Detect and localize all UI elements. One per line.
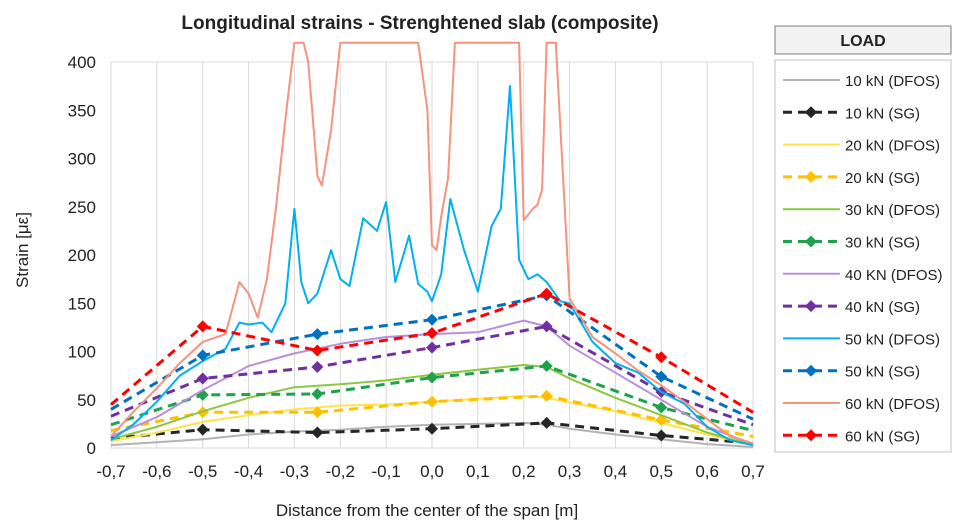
- data-point-5: [655, 401, 668, 414]
- data-point-1: [540, 416, 553, 429]
- x-tick-label: 0,2: [512, 462, 536, 481]
- legend-label: 30 kN (DFOS): [845, 202, 940, 219]
- data-point-3: [311, 406, 324, 419]
- x-tick-label: -0,4: [234, 462, 263, 481]
- data-point-5: [311, 387, 324, 400]
- series-layer: [110, 41, 754, 448]
- legend-marker: [805, 170, 817, 183]
- data-point-7: [426, 341, 438, 354]
- data-point-9: [426, 313, 438, 326]
- series-line-6: [110, 319, 754, 446]
- data-point-3: [540, 389, 553, 402]
- y-tick-label: 50: [77, 391, 96, 410]
- x-tick-label: -0,3: [280, 462, 309, 481]
- data-point-11: [311, 344, 324, 357]
- legend-label: 50 kN (DFOS): [845, 331, 940, 348]
- legend-marker: [805, 429, 817, 442]
- x-tick-label: -0,1: [371, 462, 400, 481]
- data-point-11: [540, 287, 553, 300]
- legend-header-box: [774, 25, 952, 55]
- legend-label: 10 kN (SG): [845, 105, 920, 122]
- legend-label: 60 kN (SG): [845, 428, 920, 445]
- data-point-9: [196, 349, 209, 362]
- legend-label: 20 kN (DFOS): [845, 138, 940, 155]
- legend-label: 20 kN (SG): [845, 170, 920, 187]
- axes: -0,7 -0,6 -0,5 -0,4 -0,3 -0,2 -0,1 0,0 0,1 0,2 0,3…: [68, 53, 765, 481]
- legend-label: 60 kN (DFOS): [845, 396, 940, 413]
- legend-items: 10 kN (DFOS) 10 kN (SG) 20 kN (DFOS) 20 kN …: [783, 73, 943, 445]
- data-point-9: [655, 370, 668, 383]
- grid: [110, 61, 754, 449]
- data-point-9: [311, 328, 324, 341]
- legend: LOAD 10 kN (DFOS) 10 kN (SG) 20 kN (DFOS) 2…: [774, 25, 952, 453]
- legend-marker: [805, 235, 817, 248]
- y-tick-label: 100: [68, 343, 96, 362]
- series-line-0: [110, 421, 754, 448]
- data-point-7: [196, 372, 209, 385]
- x-tick-label: 0,7: [741, 462, 765, 481]
- x-tick-label: -0,7: [96, 462, 125, 481]
- y-tick-label: 200: [68, 246, 96, 265]
- y-tick-label: 0: [87, 439, 96, 458]
- y-tick-label: 300: [68, 150, 96, 169]
- data-point-7: [540, 320, 553, 333]
- series-line-8: [110, 85, 754, 447]
- legend-label: 40 kN (SG): [845, 299, 920, 316]
- chart-title: Longitudinal strains - Strenghtened slab…: [181, 13, 658, 34]
- x-tick-label: 0,1: [466, 462, 490, 481]
- y-tick-label: 150: [68, 294, 96, 313]
- legend-title: LOAD: [840, 33, 885, 50]
- series-line-10: [110, 41, 754, 445]
- data-point-11: [426, 327, 438, 340]
- legend-label: 40 KN (DFOS): [845, 267, 943, 284]
- y-tick-label: 250: [68, 198, 96, 217]
- data-point-11: [196, 320, 209, 333]
- legend-marker: [805, 300, 817, 313]
- legend-label: 30 kN (SG): [845, 235, 920, 252]
- x-tick-label: -0,6: [142, 462, 171, 481]
- legend-label: 50 kN (SG): [845, 364, 920, 381]
- series-line-4: [110, 364, 754, 447]
- x-tick-label: 0,5: [649, 462, 673, 481]
- legend-box: [774, 59, 952, 453]
- y-tick-label: 350: [68, 101, 96, 120]
- x-tick-label: -0,5: [188, 462, 217, 481]
- x-tick-label: -0,2: [326, 462, 355, 481]
- data-point-1: [311, 426, 324, 439]
- y-axis-label: Strain [με]: [13, 212, 32, 288]
- data-point-5: [426, 371, 438, 384]
- x-tick-label: 0,3: [558, 462, 582, 481]
- data-point-1: [655, 429, 668, 442]
- data-point-5: [540, 359, 553, 372]
- x-tick-label: 0,0: [420, 462, 444, 481]
- legend-marker: [805, 106, 817, 119]
- legend-marker: [805, 364, 817, 377]
- data-point-1: [426, 422, 438, 435]
- data-point-1: [196, 423, 209, 436]
- legend-label: 10 kN (DFOS): [845, 73, 940, 90]
- data-point-7: [311, 360, 324, 373]
- plot-border: [110, 61, 754, 449]
- data-point-11: [655, 351, 668, 364]
- data-point-3: [426, 395, 438, 408]
- x-tick-label: 0,4: [604, 462, 628, 481]
- x-axis-label: Distance from the center of the span [m]: [276, 501, 578, 520]
- y-tick-label: 400: [68, 53, 96, 72]
- x-tick-label: 0,6: [695, 462, 719, 481]
